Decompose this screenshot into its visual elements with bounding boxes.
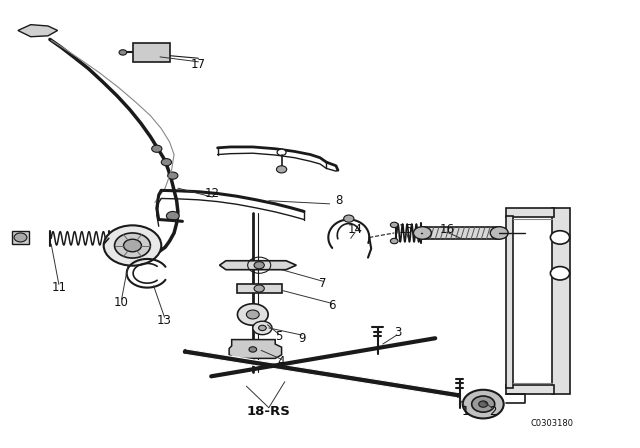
Circle shape bbox=[276, 166, 287, 173]
Circle shape bbox=[390, 238, 398, 244]
Text: 12: 12 bbox=[205, 187, 220, 200]
Text: 8: 8 bbox=[335, 194, 343, 207]
Circle shape bbox=[253, 321, 272, 335]
Circle shape bbox=[550, 231, 570, 244]
Circle shape bbox=[168, 172, 178, 179]
Text: 16: 16 bbox=[439, 223, 454, 236]
Circle shape bbox=[140, 47, 155, 58]
Text: 13: 13 bbox=[157, 314, 172, 327]
Circle shape bbox=[472, 396, 495, 412]
Circle shape bbox=[246, 310, 259, 319]
Circle shape bbox=[479, 401, 488, 407]
Circle shape bbox=[115, 233, 150, 258]
Text: 2: 2 bbox=[489, 405, 497, 418]
Text: 4: 4 bbox=[278, 355, 285, 369]
Circle shape bbox=[463, 390, 504, 418]
Text: 15: 15 bbox=[399, 223, 414, 236]
Circle shape bbox=[124, 239, 141, 252]
Circle shape bbox=[490, 227, 508, 239]
Text: 11: 11 bbox=[51, 281, 67, 294]
Text: 7: 7 bbox=[319, 276, 327, 290]
Polygon shape bbox=[220, 261, 296, 270]
Circle shape bbox=[104, 225, 161, 266]
Circle shape bbox=[237, 304, 268, 325]
Circle shape bbox=[249, 347, 257, 352]
Bar bbox=[12, 231, 29, 244]
Bar bbox=[506, 208, 554, 217]
Circle shape bbox=[344, 215, 354, 222]
Circle shape bbox=[119, 50, 127, 55]
Circle shape bbox=[254, 262, 264, 269]
Polygon shape bbox=[18, 25, 58, 37]
Text: 14: 14 bbox=[348, 223, 363, 236]
Text: 5: 5 bbox=[275, 330, 282, 344]
FancyBboxPatch shape bbox=[133, 43, 170, 62]
Circle shape bbox=[413, 227, 431, 239]
Polygon shape bbox=[229, 340, 282, 358]
Text: 1: 1 bbox=[462, 405, 470, 418]
Circle shape bbox=[277, 149, 286, 155]
Circle shape bbox=[28, 27, 38, 34]
Text: 10: 10 bbox=[114, 296, 129, 309]
Circle shape bbox=[550, 267, 570, 280]
Text: 17: 17 bbox=[191, 58, 206, 72]
Bar bbox=[422, 227, 499, 239]
Circle shape bbox=[166, 211, 179, 220]
Bar bbox=[552, 208, 570, 394]
Polygon shape bbox=[237, 284, 282, 293]
Text: 9: 9 bbox=[298, 332, 306, 345]
Circle shape bbox=[14, 233, 27, 242]
Bar bbox=[506, 385, 554, 394]
Text: C0303180: C0303180 bbox=[530, 419, 573, 428]
Circle shape bbox=[390, 222, 398, 228]
Text: 3: 3 bbox=[394, 326, 402, 339]
Text: 18-RS: 18-RS bbox=[247, 405, 291, 418]
Circle shape bbox=[259, 325, 266, 331]
Circle shape bbox=[152, 145, 162, 152]
Circle shape bbox=[254, 285, 264, 292]
Bar bbox=[506, 216, 513, 388]
Text: 6: 6 bbox=[328, 299, 335, 312]
Circle shape bbox=[161, 159, 172, 166]
